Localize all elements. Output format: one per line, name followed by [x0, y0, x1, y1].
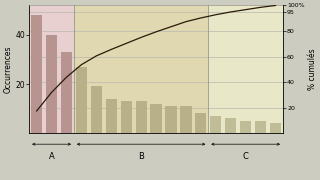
- Bar: [121, 101, 132, 133]
- Bar: [150, 104, 162, 133]
- Bar: [46, 35, 57, 133]
- Text: C: C: [243, 152, 249, 161]
- Bar: [76, 67, 87, 133]
- Y-axis label: Occurrences: Occurrences: [4, 46, 12, 93]
- Bar: [106, 99, 117, 133]
- Bar: [74, 5, 208, 133]
- Bar: [195, 114, 206, 133]
- Y-axis label: % cumulés: % cumulés: [308, 48, 316, 90]
- Text: A: A: [49, 152, 54, 161]
- Bar: [61, 52, 72, 133]
- Bar: [180, 106, 191, 133]
- Bar: [270, 123, 281, 133]
- Bar: [136, 101, 147, 133]
- Bar: [29, 5, 74, 133]
- Bar: [240, 121, 251, 133]
- Bar: [165, 106, 177, 133]
- Text: B: B: [138, 152, 144, 161]
- Bar: [91, 87, 102, 133]
- Bar: [225, 118, 236, 133]
- Bar: [255, 121, 266, 133]
- Bar: [210, 116, 221, 133]
- Bar: [208, 5, 283, 133]
- Bar: [31, 15, 42, 133]
